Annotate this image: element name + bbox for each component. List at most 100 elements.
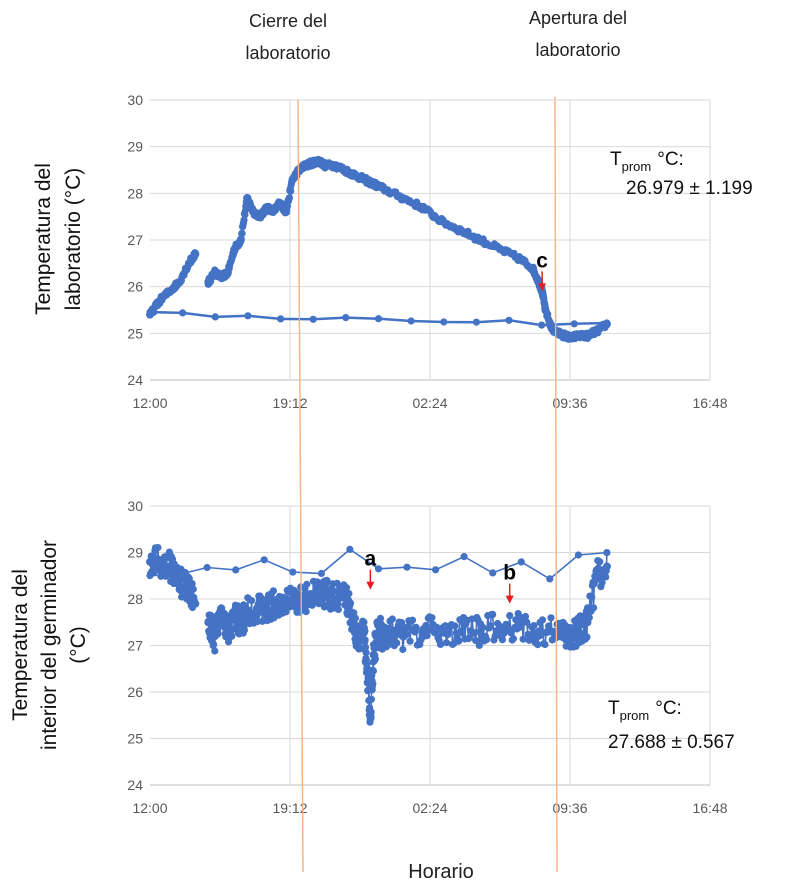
data-point xyxy=(546,575,554,583)
data-point xyxy=(486,622,494,630)
data-point xyxy=(314,156,323,165)
data-point xyxy=(240,626,248,634)
data-point xyxy=(301,161,310,170)
data-point xyxy=(483,636,491,644)
data-point xyxy=(564,632,573,641)
data-point xyxy=(476,236,485,244)
x-tick-label: 09:36 xyxy=(552,395,587,411)
data-point xyxy=(217,273,226,282)
close-annotation-line1: Cierre del xyxy=(249,11,327,31)
data-point xyxy=(437,217,446,226)
data-point xyxy=(350,170,359,179)
data-point xyxy=(165,562,174,571)
data-point xyxy=(346,608,355,617)
data-point xyxy=(210,632,219,641)
data-point xyxy=(408,616,417,624)
data-point xyxy=(288,175,297,184)
data-point xyxy=(442,639,451,647)
y-tick-label: 25 xyxy=(127,325,143,341)
y-tick-label: 29 xyxy=(127,139,143,155)
data-point xyxy=(398,623,406,631)
x-tick-label: 09:36 xyxy=(552,800,587,816)
data-point xyxy=(451,622,459,630)
data-point xyxy=(179,309,187,317)
data-point xyxy=(573,627,582,636)
data-point xyxy=(384,641,392,649)
data-point xyxy=(346,599,355,607)
germinator-temperature-chart: 24 25 26 27 28 29 30 12:00 19:12 02:24 09:36 16:48… xyxy=(9,498,735,816)
bottom-stat-label: Tprom °C: xyxy=(608,698,682,723)
data-point xyxy=(369,650,378,659)
data-point xyxy=(340,166,349,174)
data-point xyxy=(399,645,407,654)
data-point xyxy=(496,622,504,631)
data-point xyxy=(346,545,354,554)
data-point xyxy=(588,593,596,601)
data-point xyxy=(398,194,407,202)
data-point xyxy=(428,614,436,622)
x-tick-label: 16:48 xyxy=(692,395,727,411)
data-point xyxy=(374,315,383,323)
data-point xyxy=(422,621,430,630)
data-point xyxy=(262,604,271,613)
data-point xyxy=(547,324,556,333)
data-point xyxy=(560,331,569,340)
data-point xyxy=(534,641,542,649)
data-point xyxy=(457,226,466,235)
data-point xyxy=(323,577,331,586)
top-gridlines xyxy=(150,99,711,381)
marker-label-b: b xyxy=(503,562,516,585)
data-point xyxy=(598,579,606,587)
y-tick-label: 27 xyxy=(127,232,143,248)
lab-temperature-chart: 24 25 26 27 28 29 30 12:00 19:12 02:24 09:36 16:48… xyxy=(32,92,753,411)
data-point xyxy=(184,585,193,594)
germinator-temperature-series xyxy=(146,544,611,726)
data-point xyxy=(541,306,550,314)
data-point xyxy=(282,599,291,608)
data-point xyxy=(282,208,291,216)
x-tick-label: 02:24 xyxy=(412,800,447,816)
data-point xyxy=(146,557,154,566)
data-point xyxy=(262,203,271,212)
top-markers: c xyxy=(536,249,548,292)
top-stat-label: Tprom °C: xyxy=(610,149,684,174)
data-point xyxy=(389,627,398,636)
data-point xyxy=(583,331,592,340)
data-point xyxy=(340,585,349,594)
data-point xyxy=(269,587,277,595)
data-point xyxy=(505,316,513,324)
data-point xyxy=(361,636,369,644)
data-point xyxy=(223,627,232,636)
data-point xyxy=(175,576,184,585)
data-point xyxy=(334,605,342,614)
data-point xyxy=(342,314,350,322)
data-point xyxy=(603,549,611,557)
data-point xyxy=(545,622,553,630)
data-point xyxy=(309,315,317,323)
data-point xyxy=(244,312,252,320)
data-point xyxy=(398,632,407,641)
data-point xyxy=(440,318,448,326)
data-point xyxy=(374,565,383,573)
data-point xyxy=(577,621,585,629)
data-point xyxy=(154,544,162,552)
data-point xyxy=(165,287,174,296)
data-point xyxy=(230,613,239,622)
y-tick-label: 25 xyxy=(127,731,143,747)
data-point xyxy=(593,327,602,335)
data-point xyxy=(191,250,200,258)
y-tick-label: 26 xyxy=(127,279,143,295)
data-point xyxy=(509,635,517,643)
lab-temperature-series xyxy=(146,155,611,344)
opening-event-line xyxy=(554,96,558,873)
data-point xyxy=(418,627,427,636)
data-point xyxy=(523,618,531,626)
data-point xyxy=(528,264,537,272)
data-point xyxy=(472,318,480,326)
data-point xyxy=(476,627,485,636)
data-point xyxy=(236,618,245,627)
y-tick-label: 24 xyxy=(127,777,143,793)
data-point xyxy=(330,587,338,596)
y-tick-label: 29 xyxy=(127,545,143,561)
data-point xyxy=(517,558,525,566)
